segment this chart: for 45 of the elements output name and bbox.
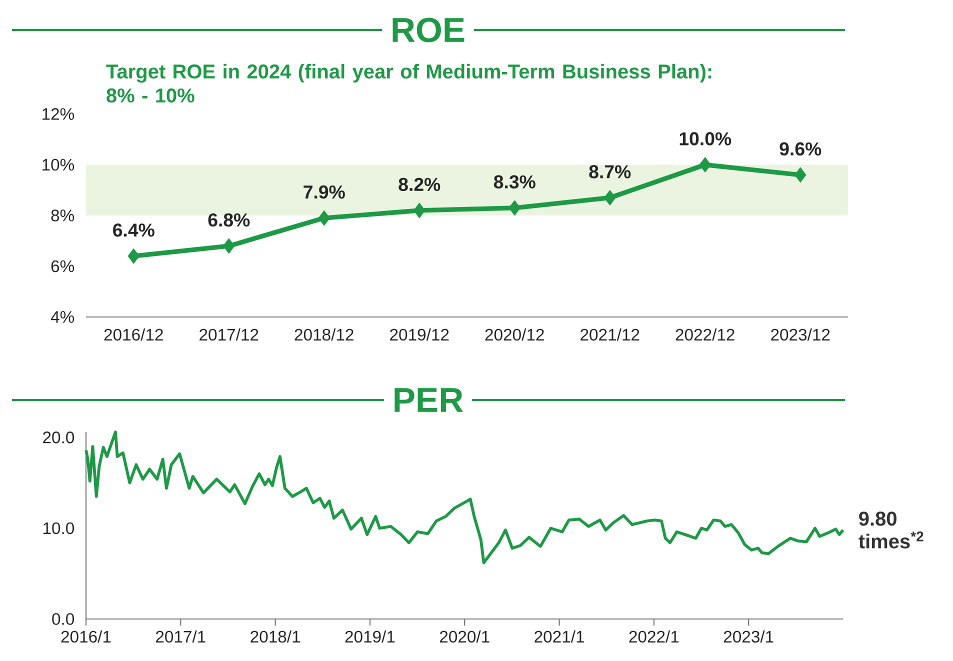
y-tick-label: 20.0: [43, 432, 74, 444]
x-tick-label: 2020/1: [440, 630, 490, 643]
x-tick-label: 2019/12: [390, 328, 449, 341]
data-label: 9.6%: [780, 142, 822, 156]
x-tick-label: 2019/1: [345, 630, 395, 643]
x-tick-label: 2020/12: [485, 328, 544, 341]
text: Target ROE in 2024 (final year of Medium-Term Business Plan): 8% - 10%: [106, 64, 712, 103]
y-tick-label: 12%: [42, 108, 74, 120]
point: [128, 248, 140, 264]
y-tick-label: 8%: [51, 210, 74, 222]
x-tick-label: 2017/1: [156, 630, 206, 643]
x-tick-label: 2021/12: [580, 328, 640, 341]
x-tick-label: 2022/12: [676, 328, 734, 341]
chart-title: ROE: [392, 18, 464, 42]
point: [794, 167, 806, 183]
x-tick-label: 2021/1: [534, 630, 584, 643]
x-tick-label: 2017/12: [200, 328, 258, 341]
point: [223, 238, 235, 254]
y-tick-label: 6%: [51, 260, 74, 272]
x-tick-label: 2022/1: [629, 630, 679, 643]
data-label: 8.7%: [589, 165, 631, 178]
data-label: 6.8%: [208, 213, 250, 227]
y-tick-label: 10%: [42, 158, 74, 171]
annotation: 9.80 times$^{*2}$: [858, 512, 924, 548]
chart-title: PER: [394, 388, 463, 412]
y-tick-label: 10.0: [44, 522, 74, 534]
x-tick-label: 2016/1: [61, 630, 111, 643]
line-series: [84, 430, 844, 564]
data-label: 8.2%: [398, 178, 440, 192]
data-label: 10.0%: [680, 132, 732, 146]
x-tick-label: 2018/12: [294, 328, 354, 341]
point: [604, 190, 616, 206]
point: [699, 157, 711, 172]
point: [318, 210, 330, 226]
point: [414, 202, 426, 218]
x-tick-label: 2016/12: [104, 328, 163, 341]
data-label: 6.4%: [113, 223, 154, 237]
data-label: 7.9%: [304, 185, 345, 199]
y-tick-label: 4%: [50, 311, 74, 323]
x-tick-label: 2023/12: [771, 328, 830, 341]
y-tick-label: 0.0: [52, 613, 74, 625]
x-tick-label: 2018/1: [250, 630, 300, 643]
point: [508, 200, 520, 216]
x-tick-label: 2023/1: [724, 630, 774, 643]
data-label: 8.3%: [494, 175, 536, 189]
